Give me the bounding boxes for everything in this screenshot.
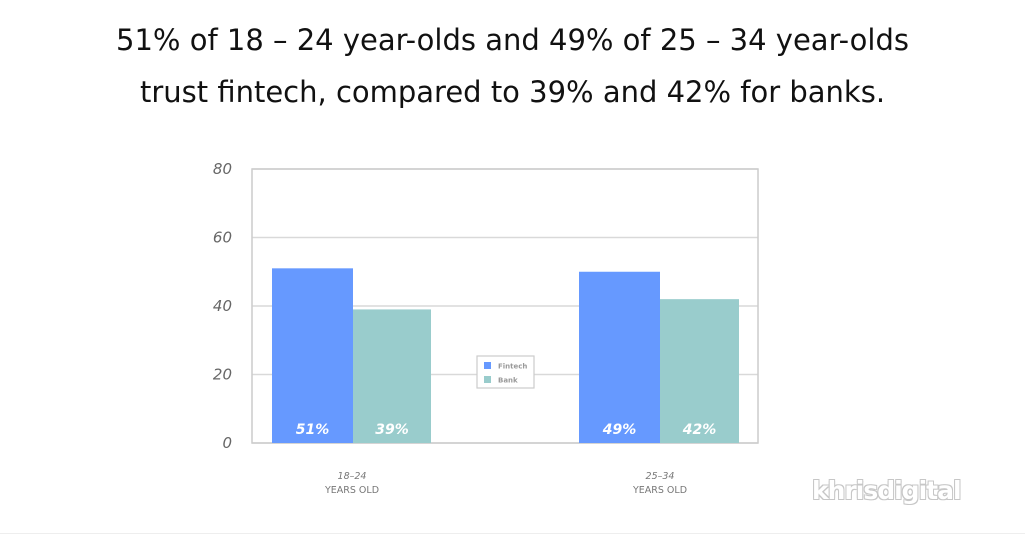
bottom-divider bbox=[0, 533, 1025, 534]
y-tick-label-40: 40 bbox=[213, 297, 232, 315]
bar-bank-1 bbox=[353, 309, 431, 443]
y-tick-label-0: 0 bbox=[222, 434, 232, 452]
data-label-bank-2: 42% bbox=[682, 422, 717, 438]
title-line-2: trust fintech, compared to 39% and 42% f… bbox=[139, 75, 886, 109]
legend-swatch-fintech bbox=[484, 362, 491, 369]
bar-fintech-2 bbox=[579, 271, 660, 443]
data-label-fintech-2: 49% bbox=[602, 422, 637, 438]
x-tick-label-2-line-1: 25–34 bbox=[646, 471, 675, 482]
y-tick-label-80: 80 bbox=[213, 160, 232, 178]
data-label-fintech-1: 51% bbox=[296, 422, 330, 438]
x-tick-label-1-line-1: 18–24 bbox=[338, 471, 367, 482]
x-tick-label-1-line-2: YEARS OLD bbox=[324, 485, 379, 496]
y-tick-label-20: 20 bbox=[213, 366, 232, 384]
legend-swatch-bank bbox=[484, 376, 491, 383]
legend-label-fintech: Fintech bbox=[498, 363, 527, 371]
data-label-bank-1: 39% bbox=[375, 422, 409, 438]
plot-frame bbox=[251, 168, 759, 444]
bar-bank-2 bbox=[660, 299, 739, 443]
title-line-1: 51% of 18 – 24 year-olds and 49% of 25 –… bbox=[116, 23, 909, 57]
legend-box bbox=[476, 355, 535, 389]
y-tick-label-60: 60 bbox=[213, 229, 232, 247]
legend-label-bank: Bank bbox=[498, 377, 518, 385]
x-tick-label-2-line-2: YEARS OLD bbox=[632, 485, 687, 496]
brand-logo: khrisdigital bbox=[812, 476, 962, 505]
bar-fintech-1 bbox=[272, 268, 353, 443]
chart-title: 51% of 18 – 24 year-olds and 49% of 25 –… bbox=[0, 14, 1025, 118]
